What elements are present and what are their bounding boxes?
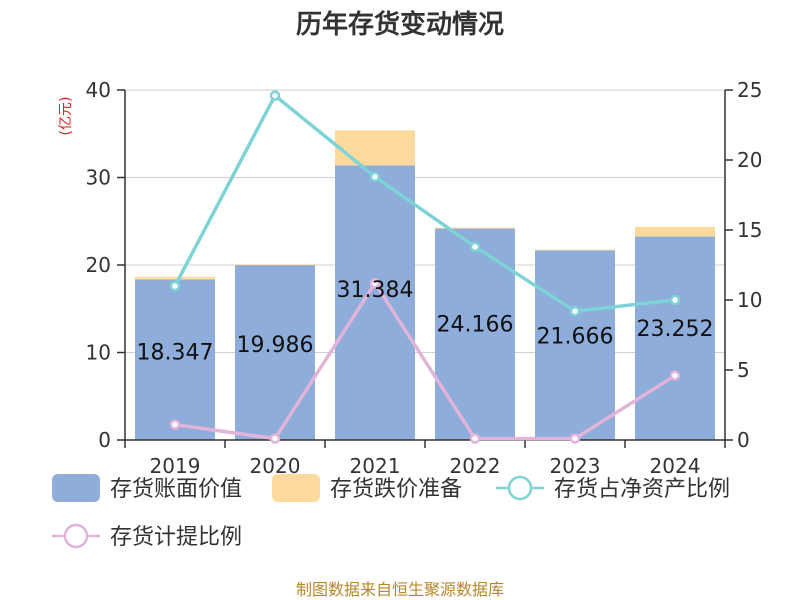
line-inventory-to-net-assets <box>173 92 676 314</box>
point-inventory-to-net-assets <box>469 241 481 253</box>
point-inventory-to-net-assets <box>669 294 681 306</box>
bar-value-label: 23.252 <box>637 317 714 342</box>
bar-impairment-reserve <box>435 227 515 229</box>
legend-label: 存货占净资产比例 <box>554 477 730 502</box>
point-impairment-ratio <box>569 433 581 444</box>
bar-value-label: 18.347 <box>137 341 214 366</box>
point-impairment-ratio <box>669 370 681 381</box>
x-tick-label: 2023 <box>550 454 601 478</box>
bar-book-value <box>635 236 715 440</box>
legend-marker <box>507 475 533 501</box>
point-inventory-to-net-assets <box>569 305 581 317</box>
line-series <box>169 90 681 444</box>
point-impairment-ratio <box>369 277 381 289</box>
x-tick-label: 2022 <box>450 454 501 478</box>
point-inventory-to-net-assets <box>369 171 381 183</box>
left-tick-label: 20 <box>86 253 111 277</box>
point-inventory-to-net-assets <box>269 90 281 101</box>
right-tick-label: 5 <box>737 358 750 382</box>
right-tick-label: 15 <box>737 218 762 242</box>
right-tick-label: 0 <box>737 428 750 452</box>
gridlines <box>125 89 725 353</box>
line-impairment-ratio <box>174 279 676 441</box>
bar-book-value <box>235 265 315 440</box>
point-impairment-ratio <box>169 419 181 430</box>
bar-impairment-reserve <box>635 226 715 237</box>
left-tick-label: 30 <box>86 166 111 190</box>
axes <box>117 89 733 448</box>
bar-book-value <box>535 250 615 440</box>
point-impairment-ratio <box>269 433 281 444</box>
legend-marker <box>63 523 89 549</box>
bar-value-label: 21.666 <box>537 325 614 350</box>
legend-swatch <box>272 474 320 502</box>
x-tick-label: 2024 <box>650 454 701 478</box>
right-tick-label: 25 <box>737 78 762 102</box>
legend-label: 存货账面价值 <box>110 477 242 502</box>
bar-value-label: 31.384 <box>337 278 414 303</box>
bar-book-value <box>335 165 415 440</box>
bar-value-labels: 18.347 19.986 31.384 24.166 21.666 23.252 <box>137 278 714 366</box>
bar-value-label: 19.986 <box>237 333 314 358</box>
right-tick-label: 10 <box>737 288 762 312</box>
bar-value-label: 24.166 <box>437 313 514 338</box>
bar-impairment-reserve <box>235 264 315 266</box>
left-tick-label: 40 <box>86 78 111 102</box>
x-tick-label: 2019 <box>150 454 201 478</box>
chart-title: 历年存货变动情况 <box>296 9 504 40</box>
left-tick-label: 10 <box>86 341 111 365</box>
legend-swatch <box>52 474 100 502</box>
legend-label: 存货计提比例 <box>110 525 242 550</box>
left-axis-unit: (亿元) <box>58 97 74 136</box>
legend-label: 存货跌价准备 <box>330 477 462 502</box>
bar-impairment-reserve <box>135 276 215 280</box>
bar-impairment-reserve <box>535 249 615 251</box>
point-inventory-to-net-assets <box>169 280 181 292</box>
right-tick-label: 20 <box>737 148 762 172</box>
bar-book-value <box>135 279 215 440</box>
left-tick-label: 0 <box>98 428 111 452</box>
bar-impairment-reserve <box>335 130 415 166</box>
bar-series <box>135 130 715 440</box>
x-tick-label: 2021 <box>350 454 401 478</box>
point-impairment-ratio <box>469 433 481 444</box>
data-source-note: 制图数据来自恒生聚源数据库 <box>296 580 504 599</box>
